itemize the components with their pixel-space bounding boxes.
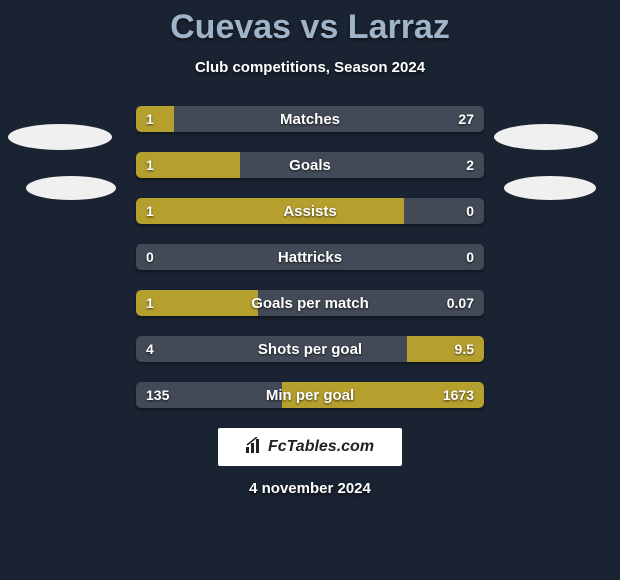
stat-row: 10.07Goals per match xyxy=(136,290,484,316)
stat-row: 1351673Min per goal xyxy=(136,382,484,408)
stat-row: 10Assists xyxy=(136,198,484,224)
date-label: 4 november 2024 xyxy=(0,480,620,497)
subtitle: Club competitions, Season 2024 xyxy=(0,59,620,76)
decorative-oval xyxy=(8,124,112,150)
stat-row: 12Goals xyxy=(136,152,484,178)
stat-row: 49.5Shots per goal xyxy=(136,336,484,362)
stat-label: Hattricks xyxy=(136,244,484,270)
stat-label: Assists xyxy=(136,198,484,224)
logo-text: FcTables.com xyxy=(268,438,374,456)
chart-icon xyxy=(246,437,264,458)
stat-label: Min per goal xyxy=(136,382,484,408)
decorative-oval xyxy=(504,176,596,200)
stat-label: Matches xyxy=(136,106,484,132)
stat-row: 00Hattricks xyxy=(136,244,484,270)
stats-comparison: 127Matches 12Goals 10Assists 00Hattricks 10.… xyxy=(136,106,484,408)
stat-label: Shots per goal xyxy=(136,336,484,362)
fctables-logo: FcTables.com xyxy=(218,428,402,466)
decorative-oval xyxy=(494,124,598,150)
stat-label: Goals xyxy=(136,152,484,178)
page-title: Cuevas vs Larraz xyxy=(0,0,620,47)
stat-label: Goals per match xyxy=(136,290,484,316)
decorative-oval xyxy=(26,176,116,200)
stat-row: 127Matches xyxy=(136,106,484,132)
